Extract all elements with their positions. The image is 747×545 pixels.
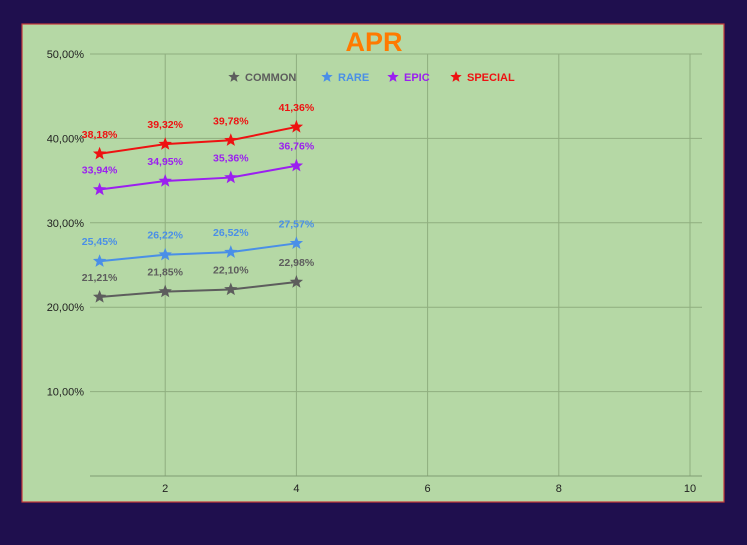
data-label: 27,57%: [279, 218, 315, 230]
data-label: 22,98%: [279, 257, 315, 269]
series-line-special: [99, 125, 297, 155]
data-point-star: [92, 182, 107, 196]
data-point-star: [158, 174, 172, 187]
data-label: 21,21%: [82, 272, 118, 284]
data-label: 39,32%: [147, 119, 183, 131]
data-point-star: [289, 158, 304, 172]
legend-entry-rare: RARE: [338, 72, 369, 84]
x-tick-label: 10: [684, 483, 696, 495]
legend-star-icon: [228, 71, 240, 82]
chart-title: APR: [345, 27, 402, 57]
data-label: 41,36%: [279, 102, 315, 114]
data-point-star: [158, 247, 172, 261]
series-line-epic: [99, 164, 297, 191]
grid: [90, 53, 702, 476]
legend-star-icon: [450, 71, 462, 82]
data-label: 22,10%: [213, 264, 249, 276]
x-tick-label: 8: [556, 483, 562, 495]
data-point-star: [289, 119, 304, 133]
data-point-star: [92, 146, 107, 160]
x-tick-label: 6: [425, 483, 431, 495]
data-labels: 21,21% 21,85% 22,10% 22,98% 25,45% 26,22% 26,5…: [82, 102, 315, 284]
x-tick-label: 2: [162, 483, 168, 495]
data-point-star: [158, 137, 172, 150]
data-label: 36,76%: [279, 141, 315, 153]
data-point-star: [289, 275, 304, 288]
data-point-star: [224, 282, 238, 296]
legend-entry-special: SPECIAL: [467, 72, 515, 84]
data-label: 21,85%: [147, 267, 183, 279]
plot-background: [21, 23, 725, 503]
data-label: 35,36%: [213, 153, 249, 165]
series-line-common: [99, 281, 297, 298]
y-tick-label: 40,00%: [47, 133, 85, 145]
data-point-star: [224, 170, 238, 184]
legend-entry-common: COMMON: [245, 72, 296, 84]
y-tick-label: 10,00%: [47, 387, 85, 399]
y-tick-label: 50,00%: [47, 49, 85, 61]
data-label: 34,95%: [147, 156, 183, 168]
legend-star-icon: [387, 71, 399, 82]
data-label: 33,94%: [82, 165, 118, 177]
legend-entry-epic: EPIC: [404, 72, 430, 84]
data-label: 26,52%: [213, 227, 249, 239]
data-point-star: [92, 289, 107, 303]
y-tick-label: 30,00%: [47, 218, 85, 230]
data-point-star: [224, 133, 238, 146]
data-label: 38,18%: [82, 129, 118, 141]
data-label: 25,45%: [82, 236, 118, 248]
y-tick-label: 20,00%: [47, 302, 85, 314]
data-point-star: [224, 245, 238, 258]
data-point-star: [289, 236, 304, 249]
x-tick-label: 4: [293, 483, 299, 495]
series: [92, 119, 304, 303]
data-point-star: [158, 284, 172, 298]
data-point-star: [92, 254, 107, 267]
data-label: 39,78%: [213, 115, 249, 127]
data-label: 26,22%: [147, 230, 183, 242]
series-line-rare: [99, 242, 297, 263]
legend-star-icon: [321, 71, 333, 82]
axes: 10,00% 20,00% 30,00% 40,00% 50,00% 2 4 6 8 10: [47, 49, 702, 495]
legend: COMMON RARE EPIC SPECIAL: [228, 71, 515, 84]
